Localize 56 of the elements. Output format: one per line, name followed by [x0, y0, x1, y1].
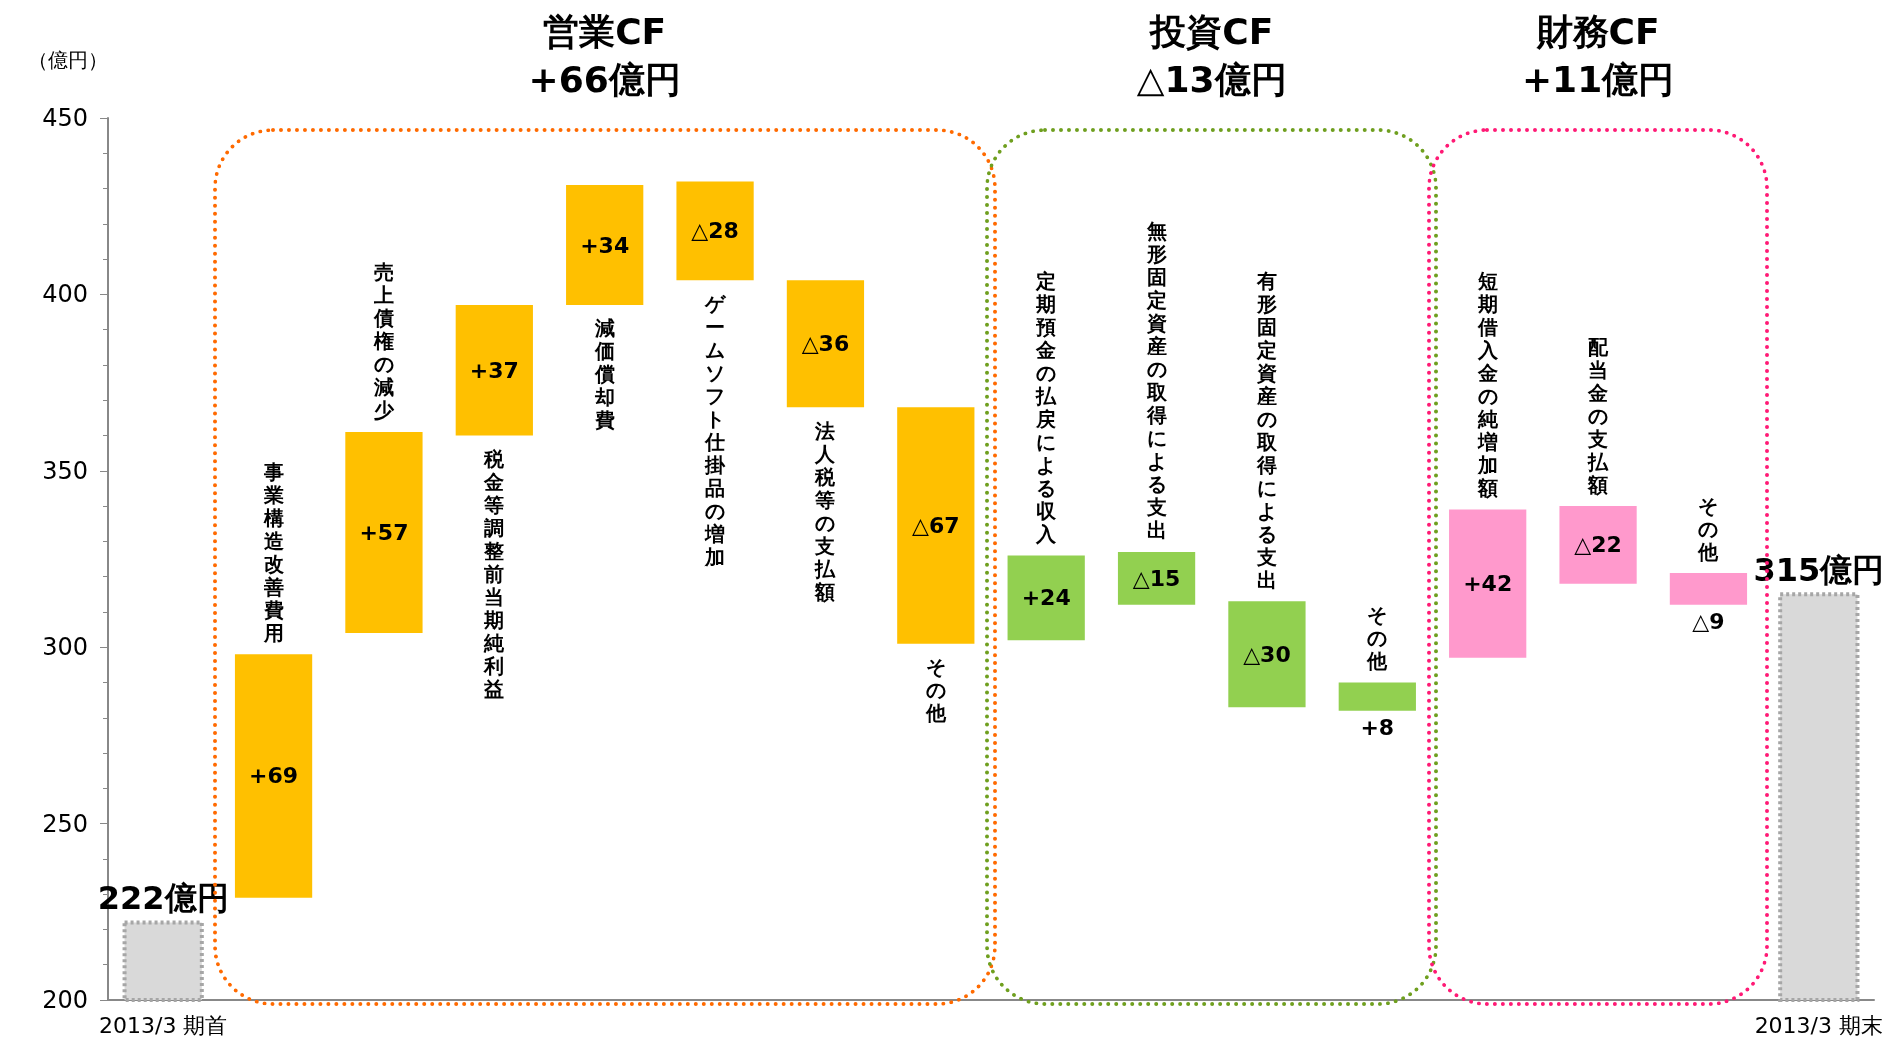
y-tick-label: 450: [42, 104, 88, 132]
bar: [1559, 506, 1637, 584]
data-label: +8: [1360, 715, 1395, 741]
y-axis-title: （億円）: [28, 48, 108, 72]
category-label: 無形固定資産の取得による支出: [1146, 219, 1167, 543]
bar: [786, 280, 865, 408]
data-label: +57: [359, 520, 409, 546]
data-label: △22: [1574, 532, 1622, 558]
data-label: △36: [801, 331, 850, 357]
x-tick-label: 法人税等の支払額: [814, 418, 837, 604]
bar: [676, 181, 754, 281]
x-tick-label: その他: [924, 655, 947, 726]
data-label: △15: [1132, 565, 1181, 591]
y-tick-label: 400: [42, 280, 88, 309]
y-tick-label: 300: [42, 633, 88, 662]
bar: [234, 654, 313, 898]
data-label: +24: [1021, 585, 1071, 611]
bar: [1338, 682, 1416, 711]
bar: [1007, 555, 1085, 641]
bar: [345, 431, 423, 634]
x-tick-label: 配当金の支払額: [1587, 334, 1610, 497]
x-tick-label: 減価償却費: [593, 316, 615, 433]
x-tick-label: その他: [1366, 602, 1389, 673]
category-label: 税金等調整前当期純利益: [484, 447, 505, 702]
data-label: +34: [580, 232, 630, 258]
bar: [455, 304, 533, 436]
data-label: △9: [1692, 609, 1725, 635]
bar: [1117, 551, 1196, 605]
category-label: 定期預金の払戻による収入: [1036, 268, 1057, 546]
bar: [1449, 509, 1527, 658]
y-tick-label: 250: [42, 809, 88, 838]
bar: [897, 407, 975, 644]
category-label: ゲームソフト仕掛品の増加: [705, 291, 726, 569]
data-label: △28: [691, 218, 739, 244]
y-tick-label: 350: [42, 456, 88, 485]
x-tick-label: 事業構造改善費用: [262, 459, 284, 645]
category-label: 短期借入金の純増加額: [1477, 269, 1498, 501]
x-tick-label: その他: [1697, 493, 1720, 564]
data-label: +42: [1463, 571, 1513, 597]
bar: [1228, 601, 1306, 708]
x-tick-label: 2013/3 期末: [1754, 1012, 1884, 1038]
y-tick-label: 200: [42, 986, 88, 1014]
category-label: 有形固定資産の取得による支出: [1256, 268, 1277, 592]
text: 投資CF △13億円: [1136, 10, 1287, 102]
x-tick-label: 売上債権の減少: [372, 260, 395, 423]
text: 営業CF +66億円: [528, 10, 681, 102]
bar: [566, 185, 644, 305]
data-label: 315億円: [1753, 551, 1885, 590]
data-label: +69: [249, 763, 299, 789]
data-label: △67: [912, 512, 960, 538]
data-label: 222億円: [97, 879, 229, 918]
data-label: △30: [1243, 641, 1291, 667]
data-label: +37: [469, 357, 519, 383]
text: 財務CF +11億円: [1521, 10, 1675, 102]
bar: [1669, 573, 1748, 605]
x-tick-label: 2013/3 期首: [98, 1012, 228, 1038]
